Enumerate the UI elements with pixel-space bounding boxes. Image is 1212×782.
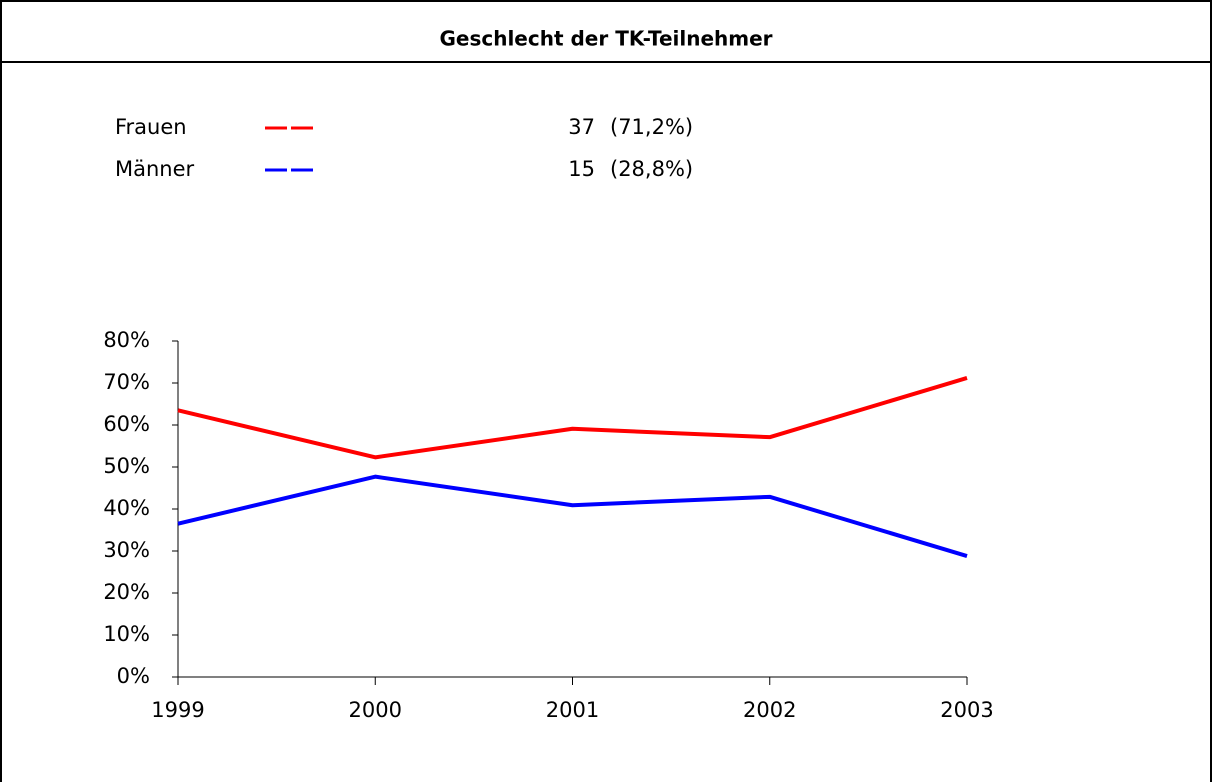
- legend-share: (71,2%): [610, 115, 693, 139]
- y-tick-label: 50%: [103, 454, 150, 478]
- legend-label: Frauen: [115, 115, 187, 139]
- y-tick-label: 30%: [103, 538, 150, 562]
- line-series: [177, 474, 968, 558]
- legend-total: 37: [568, 115, 595, 139]
- line-series: [177, 376, 968, 460]
- legend-label: Männer: [115, 157, 195, 181]
- legend-share: (28,8%): [610, 157, 693, 181]
- x-tick-label: 1999: [151, 698, 204, 722]
- y-tick-label: 70%: [103, 370, 150, 394]
- y-tick-label: 0%: [117, 664, 150, 688]
- y-tick-label: 10%: [103, 622, 150, 646]
- chart-title: Geschlecht der TK-Teilnehmer: [439, 27, 772, 51]
- x-tick-label: 2000: [349, 698, 402, 722]
- legend-total: 15: [568, 157, 595, 181]
- x-tick-label: 2003: [940, 698, 993, 722]
- y-tick-label: 80%: [103, 328, 150, 352]
- y-tick-label: 40%: [103, 496, 150, 520]
- x-tick-label: 2001: [546, 698, 599, 722]
- y-tick-label: 20%: [103, 580, 150, 604]
- y-tick-label: 60%: [103, 412, 150, 436]
- x-tick-label: 2002: [743, 698, 796, 722]
